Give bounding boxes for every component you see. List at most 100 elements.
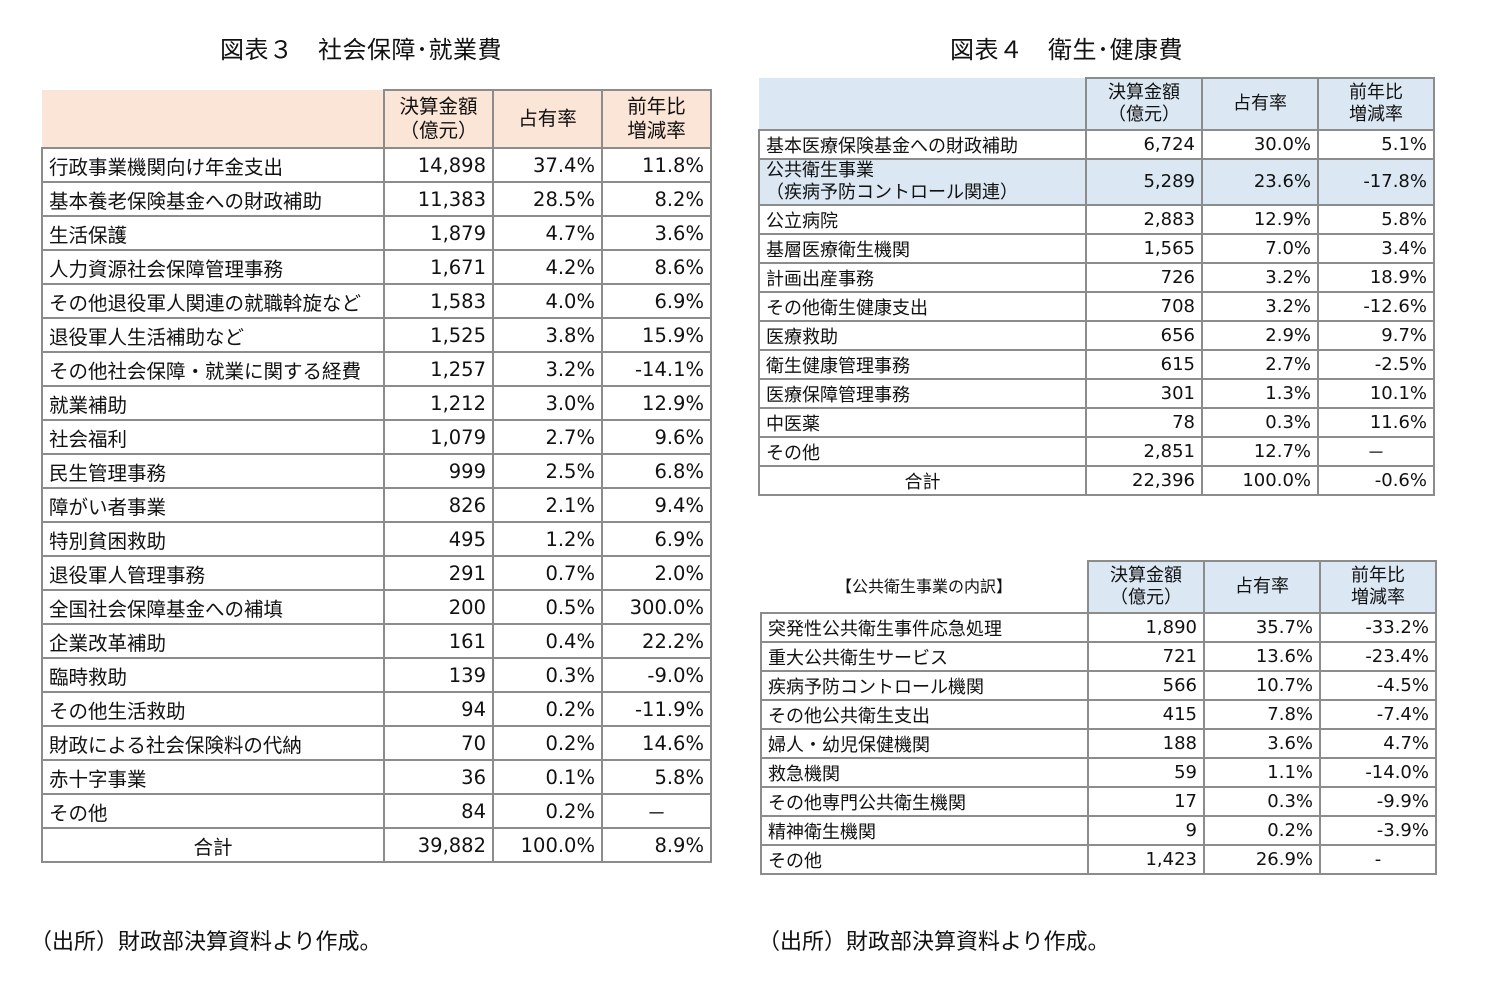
fig3-cell-label: 民生管理事務 [41, 453, 385, 489]
fig3-cell-share: 2.7% [492, 419, 603, 455]
breakdown-cell-change: -14.0% [1319, 757, 1437, 788]
fig3-cell-amount: 291 [383, 555, 494, 591]
breakdown-cell-change: 4.7% [1319, 728, 1437, 759]
breakdown-row: 婦人・幼児保健機関 188 3.6% 4.7% [760, 728, 1437, 759]
fig3-cell-amount: 1,525 [383, 317, 494, 353]
fig3-cell-share: 37.4% [492, 147, 603, 183]
fig4-cell-change: 5.8% [1317, 204, 1435, 235]
breakdown-table-body: 突発性公共衛生事件応急処理 1,890 35.7% -33.2% 重大公共衛生サービス 7… [760, 612, 1437, 875]
fig3-cell-amount: 1,212 [383, 385, 494, 421]
fig3-table-body: 行政事業機関向け年金支出 14,898 37.4% 11.8% 基本養老保険基金への財政… [41, 147, 712, 863]
fig3-cell-share: 3.8% [492, 317, 603, 353]
fig4-total-cell: 合計 [758, 465, 1087, 496]
fig3-header-row: 決算金額 （億元） 占有率 前年比 増減率 [42, 89, 712, 149]
breakdown-cell-amount: 188 [1087, 728, 1205, 759]
fig3-cell-amount: 999 [383, 453, 494, 489]
breakdown-header-amount: 決算金額 （億元） [1087, 560, 1205, 614]
fig4-cell-amount: 6,724 [1085, 129, 1203, 160]
breakdown-cell-change: -7.4% [1319, 699, 1437, 730]
fig4-row: 中医薬 78 0.3% 11.6% [758, 407, 1435, 438]
fig3-cell-share: 0.4% [492, 623, 603, 659]
fig3-row: その他社会保障・就業に関する経費 1,257 3.2% -14.1% [41, 351, 712, 387]
fig3-cell-change: 5.8% [601, 759, 712, 795]
breakdown-cell-share: 0.2% [1203, 815, 1321, 846]
fig3-cell-share: 0.5% [492, 589, 603, 625]
breakdown-row: その他公共衛生支出 415 7.8% -7.4% [760, 699, 1437, 730]
fig3-cell-amount: 1,079 [383, 419, 494, 455]
breakdown-caption: 【公共衛生事業の内訳】 [761, 561, 1089, 614]
fig3-cell-label: 全国社会保障基金への補填 [41, 589, 385, 625]
fig3-cell-change: 22.2% [601, 623, 712, 659]
fig4-cell-share: 7.0% [1201, 233, 1319, 264]
fig3-cell-amount: 84 [383, 793, 494, 829]
fig3-cell-label: 就業補助 [41, 385, 385, 421]
breakdown-header-row: 【公共衛生事業の内訳】 決算金額 （億元） 占有率 前年比 増減率 [761, 560, 1437, 614]
fig3-cell-label: 企業改革補助 [41, 623, 385, 659]
fig4-cell-label: 医療救助 [758, 320, 1087, 351]
fig4-cell-share: 12.9% [1201, 204, 1319, 235]
fig4-cell-amount: 726 [1085, 262, 1203, 293]
fig3-row: 臨時救助 139 0.3% -9.0% [41, 657, 712, 693]
fig3-cell-change: 6.9% [601, 521, 712, 557]
fig3-cell-change: 2.0% [601, 555, 712, 591]
fig3-cell-share: 4.7% [492, 215, 603, 251]
fig3-source: （出所）財政部決算資料より作成。 [30, 930, 382, 955]
fig3-cell-label: 退役軍人生活補助など [41, 317, 385, 353]
fig3-row: 社会福利 1,079 2.7% 9.6% [41, 419, 712, 455]
fig3-cell-change: -11.9% [601, 691, 712, 727]
fig3-cell-label: 財政による社会保険料の代納 [41, 725, 385, 761]
fig3-row: 就業補助 1,212 3.0% 12.9% [41, 385, 712, 421]
breakdown-cell-label: 疾病予防コントロール機関 [760, 670, 1089, 701]
fig4-cell-label: 公共衛生事業 （疾病予防コントロール関連） [758, 158, 1087, 206]
fig4-cell-amount: 2,851 [1085, 436, 1203, 467]
fig3-cell-label: 臨時救助 [41, 657, 385, 693]
fig4-cell-change: 11.6% [1317, 407, 1435, 438]
fig3-cell-change: 12.9% [601, 385, 712, 421]
fig3-cell-amount: 1,257 [383, 351, 494, 387]
fig3-row: 基本養老保険基金への財政補助 11,383 28.5% 8.2% [41, 181, 712, 217]
fig4-total-cell: 22,396 [1085, 465, 1203, 496]
fig3-cell-amount: 200 [383, 589, 494, 625]
fig4-cell-amount: 708 [1085, 291, 1203, 322]
fig4-cell-amount: 2,883 [1085, 204, 1203, 235]
fig3-cell-label: その他 [41, 793, 385, 829]
fig3-row: 財政による社会保険料の代納 70 0.2% 14.6% [41, 725, 712, 761]
fig4-total-cell: 100.0% [1201, 465, 1319, 496]
breakdown-cell-amount: 17 [1087, 786, 1205, 817]
breakdown-cell-change: -4.5% [1319, 670, 1437, 701]
fig4-row: 基本医療保険基金への財政補助 6,724 30.0% 5.1% [758, 129, 1435, 160]
fig3-cell-amount: 1,879 [383, 215, 494, 251]
breakdown-cell-amount: 415 [1087, 699, 1205, 730]
fig3-cell-amount: 70 [383, 725, 494, 761]
fig4-row: 衛生健康管理事務 615 2.7% -2.5% [758, 349, 1435, 380]
fig4-cell-amount: 1,565 [1085, 233, 1203, 264]
fig3-row: 障がい者事業 826 2.1% 9.4% [41, 487, 712, 523]
fig3-cell-amount: 1,583 [383, 283, 494, 319]
fig3-cell-change: 9.6% [601, 419, 712, 455]
fig4-cell-share: 30.0% [1201, 129, 1319, 160]
fig4-cell-change: 9.7% [1317, 320, 1435, 351]
fig3-cell-amount: 14,898 [383, 147, 494, 183]
fig3-cell-share: 4.0% [492, 283, 603, 319]
fig4-header-amount: 決算金額 （億元） [1085, 77, 1203, 131]
breakdown-row: 精神衛生機関 9 0.2% -3.9% [760, 815, 1437, 846]
fig3-row: 全国社会保障基金への補填 200 0.5% 300.0% [41, 589, 712, 625]
fig3-row: その他生活救助 94 0.2% -11.9% [41, 691, 712, 727]
fig3-cell-label: 基本養老保険基金への財政補助 [41, 181, 385, 217]
fig3-cell-share: 3.0% [492, 385, 603, 421]
fig4-cell-label: 基層医療衛生機関 [758, 233, 1087, 264]
fig3-cell-change: 300.0% [601, 589, 712, 625]
fig4-row: 医療救助 656 2.9% 9.7% [758, 320, 1435, 351]
fig4-cell-label: 衛生健康管理事務 [758, 349, 1087, 380]
fig3-total-row: 合計 39,882 100.0% 8.9% [41, 827, 712, 863]
fig4-header-blank [759, 78, 1087, 131]
breakdown-cell-amount: 566 [1087, 670, 1205, 701]
breakdown-row: その他専門公共衛生機関 17 0.3% -9.9% [760, 786, 1437, 817]
fig4-cell-change: -2.5% [1317, 349, 1435, 380]
fig3-header-blank [42, 90, 385, 149]
fig4-cell-change: -17.8% [1317, 158, 1435, 206]
fig4-cell-amount: 301 [1085, 378, 1203, 409]
fig3-cell-label: 人力資源社会保障管理事務 [41, 249, 385, 285]
fig3-cell-change: 9.4% [601, 487, 712, 523]
fig3-header-share: 占有率 [492, 89, 603, 149]
